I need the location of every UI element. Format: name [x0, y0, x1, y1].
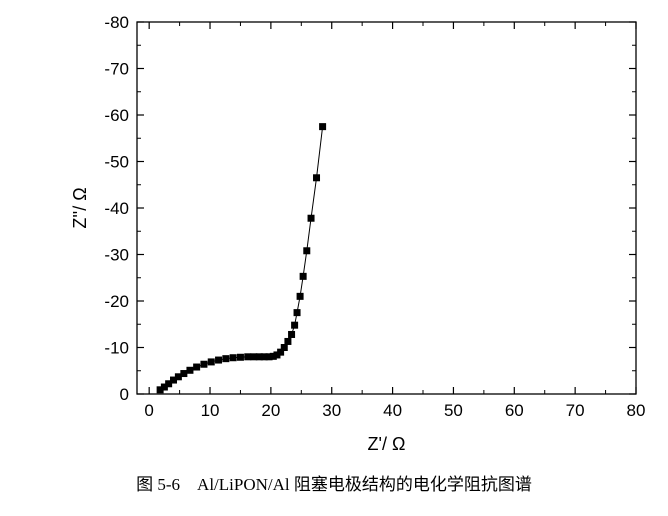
data-point [296, 292, 304, 300]
x-tick-label: 30 [322, 401, 341, 420]
data-point [160, 383, 168, 391]
data-point [215, 356, 223, 364]
y-tick-label: -80 [104, 13, 129, 32]
data-point [200, 360, 208, 368]
data-point [313, 174, 321, 182]
data-point [299, 272, 307, 280]
data-point [303, 247, 311, 255]
data-point [288, 330, 296, 338]
data-point [244, 353, 252, 361]
data-point [293, 309, 301, 317]
y-tick-label: -20 [104, 292, 129, 311]
series-line [159, 126, 324, 391]
data-point [265, 353, 273, 361]
data-point [307, 214, 315, 222]
data-point [229, 354, 237, 362]
y-tick-label: -50 [104, 153, 129, 172]
y-axis-label: Z''/ Ω [70, 187, 90, 228]
data-point [207, 358, 215, 366]
data-point [291, 321, 299, 329]
x-axis-label: Z'/ Ω [368, 434, 406, 454]
data-point [260, 353, 268, 361]
x-tick-label: 50 [444, 401, 463, 420]
data-point [174, 373, 182, 381]
x-tick-label: 70 [566, 401, 585, 420]
ticks-layer: 0 10 20 30 40 50 60 70 80 0 -10 -20 -30 -40 -50 -60 -70 -… [104, 13, 645, 420]
x-tick-label: 40 [383, 401, 402, 420]
x-tick-label: 0 [144, 401, 153, 420]
y-tick-label: 0 [120, 385, 129, 404]
x-tick-label: 60 [505, 401, 524, 420]
y-tick-label: -70 [104, 60, 129, 79]
data-point [186, 366, 194, 374]
plot-frame [136, 21, 637, 395]
data-point [222, 355, 230, 363]
data-point [193, 363, 201, 371]
data-point [250, 353, 258, 361]
data-point [273, 351, 281, 359]
x-tick-label: 80 [627, 401, 646, 420]
data-point [269, 352, 277, 360]
x-tick-label: 10 [201, 401, 220, 420]
figure-caption: 图 5-6 Al/LiPON/Al 阻塞电极结构的电化学阻抗图谱 [136, 475, 532, 494]
y-tick-label: -30 [104, 246, 129, 265]
data-point [284, 337, 292, 345]
data-point [280, 344, 288, 351]
data-point [170, 376, 178, 384]
series-layer [156, 123, 327, 394]
y-tick-label: -10 [104, 339, 129, 358]
data-point [277, 348, 285, 356]
data-point [165, 380, 173, 388]
data-point [180, 370, 188, 378]
x-tick-label: 20 [261, 401, 280, 420]
data-point [236, 353, 244, 361]
axes-layer [136, 21, 637, 395]
data-point [156, 386, 164, 394]
data-point [319, 123, 327, 131]
y-tick-label: -60 [104, 106, 129, 125]
data-point [255, 353, 263, 361]
y-tick-label: -40 [104, 199, 129, 218]
